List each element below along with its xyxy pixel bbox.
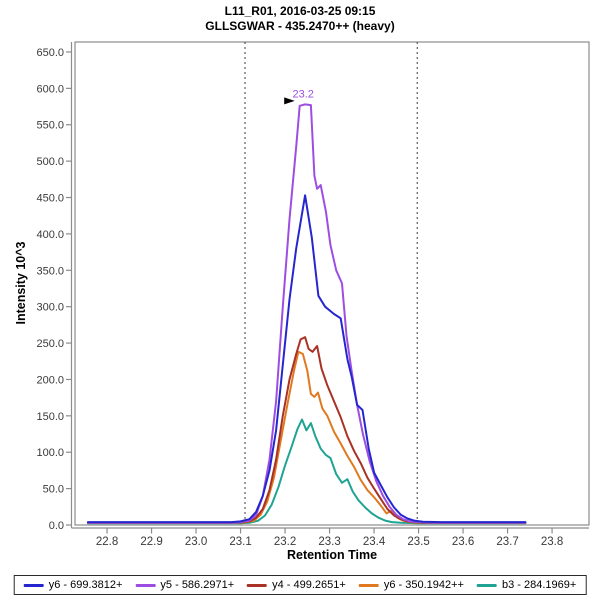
series-line	[86, 350, 527, 524]
y-tick-label: 500.0	[36, 156, 64, 168]
x-tick-label: 23.0	[185, 536, 207, 548]
legend-label: y5 - 586.2971+	[160, 579, 235, 591]
legend-label: b3 - 284.1969+	[501, 579, 577, 591]
legend-line-swatch-icon	[358, 583, 379, 587]
x-tick-label: 23.1	[229, 536, 251, 548]
y-tick-label: 0.0	[49, 520, 64, 532]
y-tick-label: 200.0	[36, 374, 64, 386]
legend-item-4: b3 - 284.1969+	[476, 579, 577, 591]
y-tick-label: 100.0	[36, 447, 64, 459]
x-tick-label: 23.7	[496, 536, 518, 548]
legend: y6 - 699.3812+ y5 - 586.2971+ y4 - 499.265…	[13, 575, 587, 595]
legend-item-3: y6 - 350.1942++	[358, 579, 464, 591]
page-title: L11_R01, 2016-03-25 09:15 GLLSGWAR - 435…	[0, 4, 600, 34]
peak-rt-annotation: 23.2	[292, 88, 313, 100]
legend-line-swatch-icon	[247, 583, 268, 587]
plot-frame	[74, 41, 590, 526]
x-tick-label: 22.9	[140, 536, 162, 548]
y-tick-label: 350.0	[36, 265, 64, 277]
y-axis-title: Intensity 10^3	[14, 241, 28, 325]
x-tick-label: 23.2	[274, 536, 296, 548]
x-tick-label: 23.4	[363, 536, 386, 548]
legend-label: y6 - 699.3812+	[48, 579, 123, 591]
series-line	[86, 418, 527, 525]
peak-id-arrow-icon	[284, 97, 295, 105]
legend-line-swatch-icon	[476, 583, 497, 587]
series-line	[86, 103, 527, 524]
y-tick-label: 250.0	[36, 338, 64, 350]
y-tick-label: 400.0	[36, 229, 64, 241]
y-tick-label: 600.0	[36, 83, 64, 95]
y-tick-label: 300.0	[36, 302, 64, 314]
legend-item-2: y4 - 499.2651+	[247, 579, 346, 591]
x-tick-label: 22.8	[96, 536, 118, 548]
legend-item-1: y5 - 586.2971+	[135, 579, 234, 591]
x-tick-label: 23.3	[318, 536, 340, 548]
x-tick-label: 23.8	[541, 536, 563, 548]
legend-item-0: y6 - 699.3812+	[23, 579, 123, 591]
x-axis-title: Retention Time	[286, 548, 378, 562]
legend-label: y6 - 350.1942++	[383, 579, 464, 591]
y-tick-label: 450.0	[36, 193, 64, 205]
legend-label: y4 - 499.2651+	[272, 579, 346, 591]
x-tick-label: 23.6	[452, 536, 474, 548]
legend-line-swatch-icon	[23, 583, 44, 587]
legend-line-swatch-icon	[135, 583, 156, 587]
x-tick-label: 23.5	[407, 536, 429, 548]
y-tick-label: 150.0	[36, 411, 64, 423]
title-run-line: L11_R01, 2016-03-25 09:15	[224, 4, 376, 18]
series-line	[86, 194, 527, 524]
y-tick-label: 650.0	[36, 47, 64, 59]
title-peptide-line: GLLSGWAR - 435.2470++ (heavy)	[205, 19, 395, 33]
y-tick-label: 50.0	[43, 484, 64, 496]
y-tick-label: 550.0	[36, 120, 64, 132]
